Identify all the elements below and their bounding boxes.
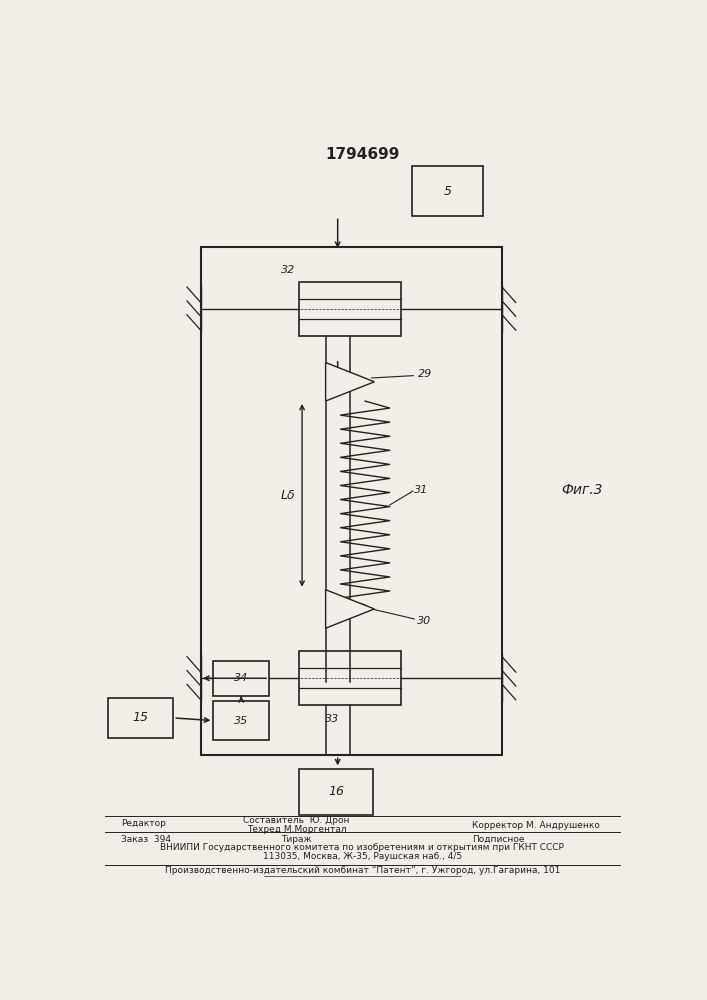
Bar <box>107 698 173 738</box>
Text: 30: 30 <box>417 615 431 626</box>
Text: 5: 5 <box>443 185 451 198</box>
Text: 31: 31 <box>414 485 428 495</box>
Text: 15: 15 <box>132 711 148 724</box>
Text: Составитель  Ю. Дрон: Составитель Ю. Дрон <box>243 816 350 825</box>
Text: Подписное: Подписное <box>472 835 525 844</box>
Text: 32: 32 <box>281 265 296 275</box>
Text: ВНИИПИ Государственного комитета по изобретениям и открытиям при ГКНТ СССР: ВНИИПИ Государственного комитета по изоб… <box>160 843 564 852</box>
Text: Тираж: Тираж <box>281 835 312 844</box>
Text: 33: 33 <box>325 714 339 724</box>
Text: Lδ: Lδ <box>281 489 296 502</box>
Text: 16: 16 <box>328 785 344 798</box>
Bar <box>214 661 269 696</box>
Bar <box>299 282 401 336</box>
Text: 29: 29 <box>419 369 433 379</box>
Bar <box>214 701 269 740</box>
Bar <box>299 769 373 815</box>
Bar <box>201 247 502 755</box>
Text: Корректор М. Андрушенко: Корректор М. Андрушенко <box>472 821 600 830</box>
Text: 1794699: 1794699 <box>325 147 399 162</box>
Text: Редактор: Редактор <box>122 819 166 828</box>
Polygon shape <box>326 363 375 401</box>
Text: 113035, Москва, Ж-35, Раушская наб., 4/5: 113035, Москва, Ж-35, Раушская наб., 4/5 <box>263 852 462 861</box>
Text: 35: 35 <box>234 716 248 726</box>
Text: Техред М.Моргентал: Техред М.Моргентал <box>247 825 346 834</box>
Text: Заказ  394: Заказ 394 <box>122 835 171 844</box>
Text: 34: 34 <box>234 673 248 683</box>
Bar <box>411 166 483 216</box>
Text: Фиг.3: Фиг.3 <box>561 483 602 497</box>
Polygon shape <box>326 590 375 628</box>
Text: Производственно-издательский комбинат “Патент”, г. Ужгород, ул.Гагарина, 101: Производственно-издательский комбинат “П… <box>165 866 560 875</box>
Bar <box>299 651 401 705</box>
